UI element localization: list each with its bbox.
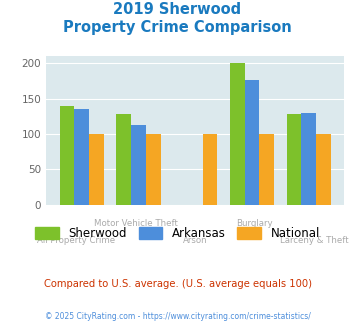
Text: © 2025 CityRating.com - https://www.cityrating.com/crime-statistics/: © 2025 CityRating.com - https://www.city…: [45, 312, 310, 321]
Text: Property Crime Comparison: Property Crime Comparison: [63, 20, 292, 35]
Text: 2019 Sherwood: 2019 Sherwood: [114, 2, 241, 16]
Bar: [116, 114, 131, 205]
Bar: [203, 134, 217, 205]
Bar: [286, 114, 301, 205]
Bar: [60, 106, 75, 205]
Bar: [245, 80, 260, 205]
Bar: [89, 134, 104, 205]
Text: Arson: Arson: [183, 236, 208, 245]
Bar: [230, 63, 245, 205]
Text: Compared to U.S. average. (U.S. average equals 100): Compared to U.S. average. (U.S. average …: [44, 279, 311, 289]
Bar: [146, 134, 161, 205]
Bar: [316, 134, 331, 205]
Bar: [260, 134, 274, 205]
Bar: [75, 109, 89, 205]
Text: All Property Crime: All Property Crime: [37, 236, 115, 245]
Bar: [131, 125, 146, 205]
Legend: Sherwood, Arkansas, National: Sherwood, Arkansas, National: [31, 222, 324, 245]
Bar: [301, 113, 316, 205]
Text: Burglary: Burglary: [236, 219, 273, 228]
Text: Larceny & Theft: Larceny & Theft: [280, 236, 349, 245]
Text: Motor Vehicle Theft: Motor Vehicle Theft: [94, 219, 178, 228]
